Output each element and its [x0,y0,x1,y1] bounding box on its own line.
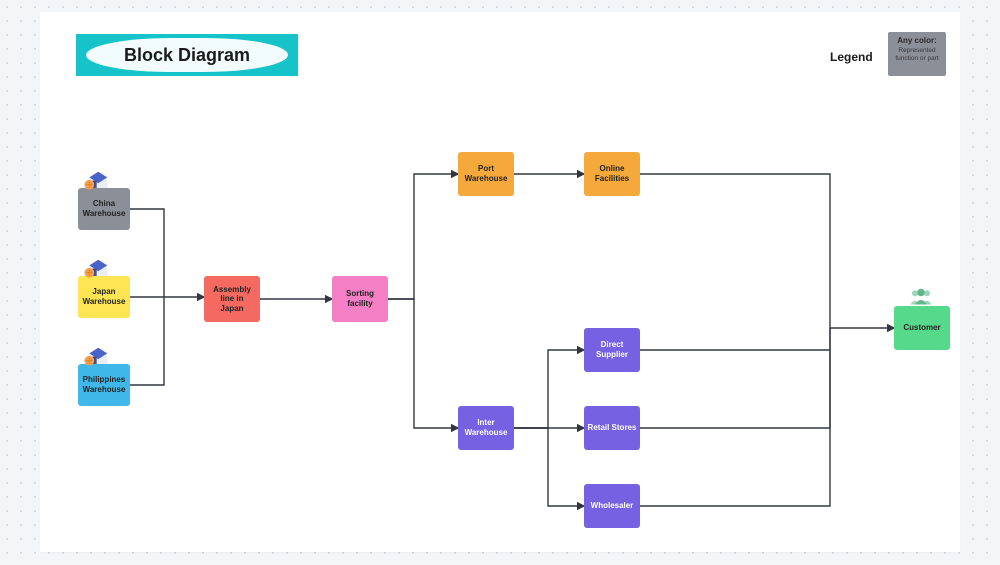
node-assembly: Assemblyline inJapan [204,276,260,322]
legend-line2: Represented function or part [890,47,944,63]
node-wholesaler: Wholesaler [584,484,640,528]
node-sorting: Sortingfacility [332,276,388,322]
node-phil: PhilippinesWarehouse [78,364,130,406]
edge [514,350,584,428]
node-online: OnlineFacilities [584,152,640,196]
legend-box: Any color: Represented function or part [888,32,946,76]
legend-line1: Any color: [890,36,944,45]
node-china: ChinaWarehouse [78,188,130,230]
edge [130,298,164,385]
title-banner: Block Diagram [76,34,298,76]
people-icon [906,288,936,306]
edge [130,209,164,298]
node-direct: DirectSupplier [584,328,640,372]
edge [388,299,458,428]
warehouse-icon [82,344,108,366]
edge [388,174,458,299]
edge [640,328,830,428]
warehouse-icon [82,168,108,190]
node-retail: Retail Stores [584,406,640,450]
edge [640,174,894,328]
node-customer: Customer [894,306,950,350]
warehouse-icon [82,256,108,278]
diagram-title: Block Diagram [124,45,250,66]
node-port: PortWarehouse [458,152,514,196]
legend-label: Legend [830,50,873,64]
edge [640,328,830,506]
node-japan: JapanWarehouse [78,276,130,318]
edges-layer [40,12,960,552]
node-inter: InterWarehouse [458,406,514,450]
diagram-canvas: Block Diagram Legend Any color: Represen… [40,12,960,552]
edge [514,428,584,506]
